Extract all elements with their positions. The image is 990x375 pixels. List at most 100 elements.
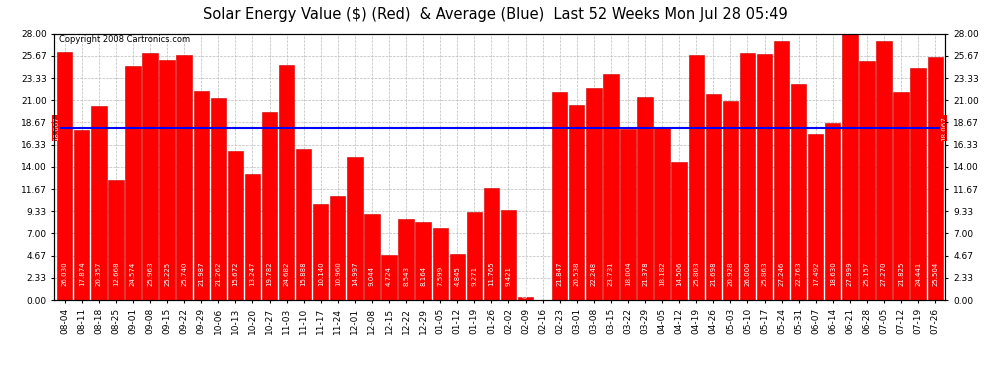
Text: 14.506: 14.506 xyxy=(676,261,682,286)
Text: Solar Energy Value ($) (Red)  & Average (Blue)  Last 52 Weeks Mon Jul 28 05:49: Solar Energy Value ($) (Red) & Average (… xyxy=(203,8,787,22)
Text: 9.271: 9.271 xyxy=(471,266,477,286)
Text: 10.140: 10.140 xyxy=(318,261,324,286)
Bar xyxy=(91,106,107,300)
Bar xyxy=(671,162,687,300)
Text: 25.963: 25.963 xyxy=(148,261,153,286)
Text: 18.182: 18.182 xyxy=(659,261,665,286)
Text: 8.543: 8.543 xyxy=(403,266,409,286)
Bar xyxy=(638,97,652,300)
Text: 11.765: 11.765 xyxy=(488,261,494,286)
Bar xyxy=(416,222,431,300)
Text: 22.763: 22.763 xyxy=(796,261,802,286)
Bar xyxy=(466,212,482,300)
Bar xyxy=(876,41,892,300)
Text: 15.672: 15.672 xyxy=(233,261,239,286)
Text: 9.044: 9.044 xyxy=(369,266,375,286)
Text: 21.698: 21.698 xyxy=(710,261,717,286)
Bar xyxy=(245,174,260,300)
Text: 21.847: 21.847 xyxy=(556,261,562,286)
Text: 13.247: 13.247 xyxy=(249,261,255,286)
Text: 10.960: 10.960 xyxy=(335,261,341,286)
Text: 18.004: 18.004 xyxy=(625,261,631,286)
Text: 21.378: 21.378 xyxy=(643,261,648,286)
Bar xyxy=(911,68,926,300)
Text: 19.782: 19.782 xyxy=(266,261,272,286)
Text: 24.441: 24.441 xyxy=(915,261,921,286)
Text: 18.067: 18.067 xyxy=(940,116,946,141)
Bar xyxy=(484,188,499,300)
Text: 26.000: 26.000 xyxy=(744,261,750,286)
Bar xyxy=(603,74,619,300)
Text: 7.599: 7.599 xyxy=(438,266,444,286)
Text: 24.574: 24.574 xyxy=(130,261,136,286)
Bar xyxy=(176,55,192,300)
Text: Copyright 2008 Cartronics.com: Copyright 2008 Cartronics.com xyxy=(59,35,190,44)
Bar xyxy=(552,92,567,300)
Bar xyxy=(893,93,909,300)
Bar xyxy=(774,41,789,300)
Text: 20.357: 20.357 xyxy=(96,261,102,286)
Bar xyxy=(279,65,294,300)
Bar xyxy=(654,127,670,300)
Bar xyxy=(706,94,721,300)
Bar xyxy=(842,34,857,300)
Text: 20.538: 20.538 xyxy=(574,261,580,286)
Bar xyxy=(143,53,157,300)
Text: 26.030: 26.030 xyxy=(61,261,67,286)
Bar xyxy=(928,57,942,300)
Text: 20.928: 20.928 xyxy=(728,261,734,286)
Bar xyxy=(586,88,602,300)
Text: 9.421: 9.421 xyxy=(506,266,512,286)
Bar xyxy=(825,123,841,300)
Bar xyxy=(449,254,465,300)
Bar xyxy=(57,53,72,300)
Text: 21.987: 21.987 xyxy=(198,261,204,286)
Bar xyxy=(791,84,806,300)
Text: 22.248: 22.248 xyxy=(591,261,597,286)
Text: 21.262: 21.262 xyxy=(215,261,222,286)
Text: 0.317: 0.317 xyxy=(523,278,529,298)
Bar xyxy=(740,53,755,300)
Bar xyxy=(569,105,584,300)
Bar xyxy=(381,255,397,300)
Bar xyxy=(723,101,739,300)
Bar xyxy=(398,219,414,300)
Bar xyxy=(756,54,772,300)
Bar xyxy=(347,158,362,300)
Text: 25.863: 25.863 xyxy=(761,261,767,286)
Bar xyxy=(126,66,141,300)
Bar xyxy=(621,129,636,300)
Bar xyxy=(364,214,379,300)
Bar xyxy=(108,180,124,300)
Bar xyxy=(261,112,277,300)
Text: 23.731: 23.731 xyxy=(608,261,614,286)
Text: 14.997: 14.997 xyxy=(351,261,357,286)
Bar xyxy=(689,55,704,300)
Bar xyxy=(194,91,209,300)
Bar xyxy=(808,134,824,300)
Bar xyxy=(859,61,874,300)
Text: 15.888: 15.888 xyxy=(301,261,307,286)
Text: 4.845: 4.845 xyxy=(454,266,460,286)
Text: 25.740: 25.740 xyxy=(181,261,187,286)
Text: 24.682: 24.682 xyxy=(283,261,290,286)
Bar xyxy=(518,297,534,300)
Bar xyxy=(313,204,329,300)
Text: 25.504: 25.504 xyxy=(933,261,939,286)
Text: 8.164: 8.164 xyxy=(420,266,426,286)
Text: 18.630: 18.630 xyxy=(830,261,836,286)
Bar xyxy=(330,196,346,300)
Text: 25.157: 25.157 xyxy=(864,261,870,286)
Bar xyxy=(159,60,175,300)
Bar xyxy=(296,149,311,300)
Text: 4.724: 4.724 xyxy=(386,266,392,286)
Text: 27.270: 27.270 xyxy=(881,261,887,286)
Text: 27.246: 27.246 xyxy=(778,261,785,286)
Bar xyxy=(211,98,226,300)
Text: 25.225: 25.225 xyxy=(164,262,170,286)
Text: 17.492: 17.492 xyxy=(813,261,819,286)
Text: 17.874: 17.874 xyxy=(79,261,85,286)
Bar xyxy=(501,210,516,300)
Text: 21.825: 21.825 xyxy=(898,261,904,286)
Text: 18.067: 18.067 xyxy=(53,116,59,141)
